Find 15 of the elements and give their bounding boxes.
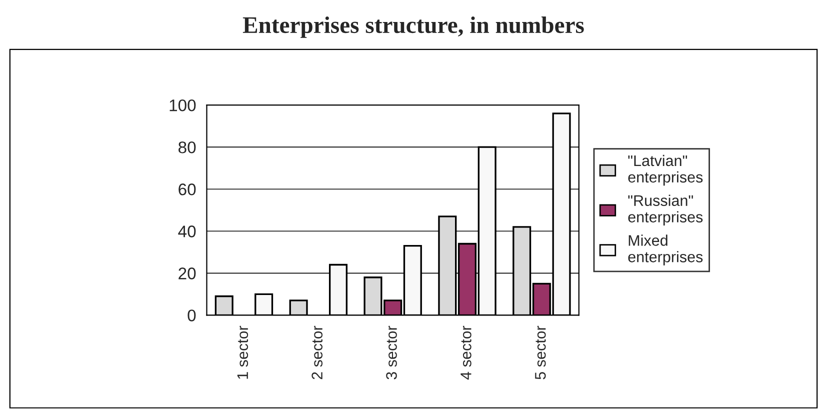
- y-tick-label: 20: [178, 268, 196, 280]
- legend-label: "Latvian" enterprises: [628, 154, 703, 186]
- x-tick-label: 4 sector: [460, 326, 472, 380]
- y-tick-label: 60: [178, 184, 196, 196]
- x-tick-label: 5 sector: [535, 326, 546, 380]
- legend-label: Mixed enterprises: [628, 234, 703, 266]
- y-tick-label: 0: [188, 310, 196, 322]
- x-tick-label: 3 sector: [386, 326, 397, 380]
- x-tick-label: 2 sector: [312, 326, 322, 380]
- y-tick-label: 80: [178, 141, 196, 154]
- chart-title: Enterprises structure, in numbers: [242, 16, 584, 38]
- legend-label: "Russian" enterprises: [628, 194, 703, 226]
- x-tick-label: 1 sector: [237, 326, 248, 379]
- y-tick-label: 100: [170, 99, 196, 112]
- y-tick-label: 40: [178, 226, 196, 238]
